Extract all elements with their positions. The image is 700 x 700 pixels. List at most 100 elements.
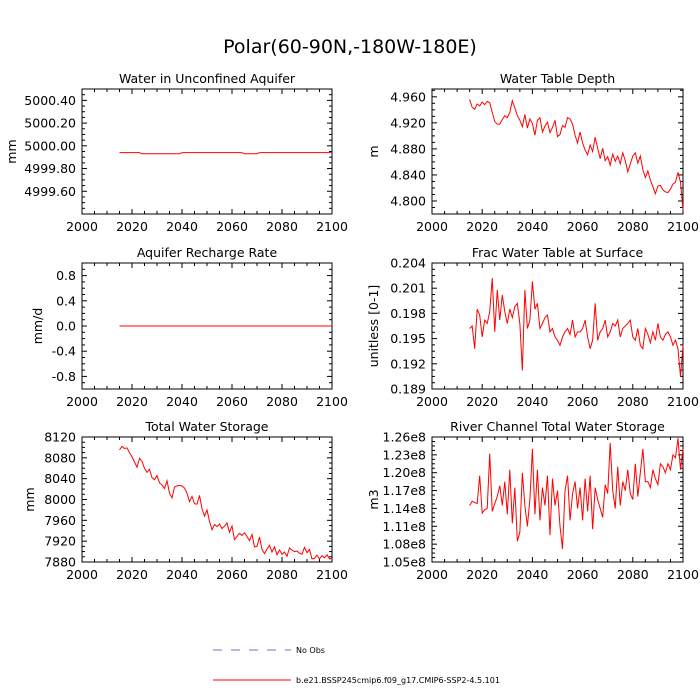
x-tick-label: 2080 [617, 567, 649, 582]
x-tick-label: 2000 [416, 567, 448, 582]
x-tick-label: 2040 [166, 219, 198, 234]
x-tick-label: 2100 [316, 394, 348, 409]
y-axis-label: mm [4, 139, 19, 163]
y-tick-label: 0.8 [56, 268, 76, 283]
x-tick-label: 2100 [667, 219, 699, 234]
x-tick-label: 2040 [166, 394, 198, 409]
x-tick-label: 2060 [216, 219, 248, 234]
x-tick-label: 2100 [316, 567, 348, 582]
y-tick-label: 0.198 [390, 306, 426, 321]
y-tick-label: 4.840 [390, 167, 426, 182]
x-tick-label: 2100 [316, 219, 348, 234]
y-tick-label: 4999.60 [24, 184, 76, 199]
y-tick-label: 4.800 [390, 193, 426, 208]
x-tick-label: 2000 [416, 219, 448, 234]
y-tick-label: 4.960 [390, 89, 426, 104]
y-tick-label: 0.0 [56, 319, 76, 334]
x-tick-label: 2020 [466, 567, 498, 582]
y-tick-label: 8040 [44, 471, 76, 486]
y-axis-label: mm [22, 487, 37, 511]
plot-frame [81, 436, 333, 563]
x-tick-label: 2100 [667, 567, 699, 582]
x-tick-label: 2080 [266, 394, 298, 409]
panel-title: Frac Water Table at Surface [472, 245, 644, 260]
panel-title: Aquifer Recharge Rate [137, 245, 278, 260]
x-tick-label: 2100 [667, 394, 699, 409]
panel-bottom-right: River Channel Total Water Storage 2000 202… [366, 419, 699, 582]
x-tick-label: 2060 [216, 567, 248, 582]
panel-bottom-left: Total Water Storage 2000 2020 2040 2060 2080 2… [22, 419, 348, 582]
plot-frame [431, 262, 684, 390]
y-tick-label: 7880 [44, 555, 76, 570]
y-tick-label: 5000.00 [24, 138, 76, 153]
x-tick-label: 2040 [516, 219, 548, 234]
y-tick-label: 8080 [44, 450, 76, 465]
y-tick-label: 0.192 [390, 356, 426, 371]
y-tick-label: 8120 [44, 430, 76, 445]
y-tick-label: 0.4 [56, 293, 76, 308]
x-tick-label: 2080 [617, 219, 649, 234]
series-line [119, 445, 333, 560]
x-tick-label: 2040 [516, 394, 548, 409]
series-line [469, 278, 684, 377]
x-tick-label: 2000 [66, 219, 98, 234]
x-tick-label: 2020 [466, 394, 498, 409]
panel-top-left: Water in Unconfined Aquifer 2000 2020 2040 2… [4, 71, 348, 234]
legend: No Obs b.e21.BSSP245cmip6.f09_g17.CMIP6-S… [213, 646, 500, 685]
x-tick-label: 2060 [216, 394, 248, 409]
x-tick-label: 2060 [567, 567, 599, 582]
y-axis-label: mm/d [30, 308, 45, 345]
y-tick-label: 1.17e8 [383, 483, 427, 498]
x-tick-label: 2080 [266, 567, 298, 582]
y-tick-label: 0.201 [390, 281, 426, 296]
y-tick-label: -0.4 [52, 344, 76, 359]
plot-frame [431, 436, 684, 563]
plot-frame [81, 88, 333, 215]
x-tick-label: 2060 [567, 219, 599, 234]
y-tick-label: 1.05e8 [383, 555, 427, 570]
y-axis-label: m [366, 145, 381, 157]
y-tick-label: 4.880 [390, 141, 426, 156]
y-tick-label: 5000.40 [24, 93, 76, 108]
panel-middle-right: Frac Water Table at Surface 2000 2020 2040 2… [366, 245, 699, 409]
y-axis-label: unitless [0-1] [366, 285, 381, 368]
y-tick-label: 5000.20 [24, 116, 76, 131]
x-tick-label: 2080 [617, 394, 649, 409]
x-tick-label: 2000 [66, 394, 98, 409]
panel-title: Water in Unconfined Aquifer [119, 71, 296, 86]
panel-title: Water Table Depth [500, 71, 615, 86]
y-tick-label: 7920 [44, 534, 76, 549]
legend-model-label: b.e21.BSSP245cmip6.f09_g17.CMIP6-SSP2-4.… [296, 676, 500, 685]
y-tick-label: -0.8 [52, 369, 76, 384]
series-line [469, 98, 684, 211]
y-tick-label: 1.11e8 [383, 519, 427, 534]
series-line [119, 152, 332, 155]
panel-top-right: Water Table Depth 2000 2020 2040 2060 2080 210… [366, 71, 699, 234]
x-tick-label: 2020 [116, 219, 148, 234]
y-tick-label: 0.195 [390, 331, 426, 346]
x-tick-label: 2000 [416, 394, 448, 409]
x-tick-label: 2020 [466, 219, 498, 234]
y-axis-label: m3 [366, 489, 381, 509]
y-tick-label: 0.189 [390, 382, 426, 397]
series-line [469, 438, 684, 549]
panel-title: Total Water Storage [145, 419, 269, 434]
x-tick-label: 2060 [567, 394, 599, 409]
plot-frame [431, 88, 684, 215]
y-tick-label: 0.204 [390, 256, 426, 271]
x-tick-label: 2040 [516, 567, 548, 582]
y-tick-label: 1.08e8 [383, 537, 427, 552]
panel-title: River Channel Total Water Storage [450, 419, 665, 434]
y-tick-label: 4999.80 [24, 161, 76, 176]
y-tick-label: 8000 [44, 492, 76, 507]
y-tick-label: 1.20e8 [383, 465, 427, 480]
y-tick-label: 1.14e8 [383, 501, 427, 516]
y-tick-label: 7960 [44, 513, 76, 528]
x-tick-label: 2020 [116, 567, 148, 582]
x-tick-label: 2040 [166, 567, 198, 582]
x-tick-label: 2020 [116, 394, 148, 409]
y-tick-label: 4.920 [390, 115, 426, 130]
legend-obs-label: No Obs [296, 646, 325, 655]
figure-title: Polar(60-90N,-180W-180E) [223, 36, 477, 58]
